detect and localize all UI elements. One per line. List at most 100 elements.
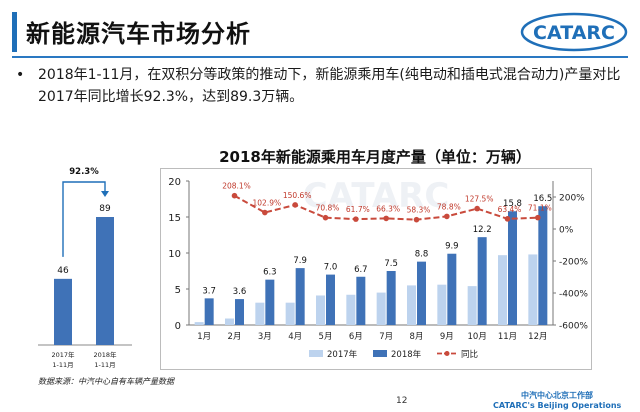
yoy-label-10月: 127.5% bbox=[465, 195, 494, 204]
bar-2018-label-2月: 3.6 bbox=[233, 287, 247, 297]
yoy-label-9月: 78.8% bbox=[437, 202, 461, 211]
header-divider bbox=[12, 56, 628, 58]
x-label-9月: 9月 bbox=[440, 332, 454, 342]
bar-2018-label-6月: 6.7 bbox=[354, 265, 368, 275]
left-tick-label-0: 0 bbox=[175, 321, 181, 332]
data-source: 数据来源：中汽中心自有车辆产量数据 bbox=[38, 377, 174, 386]
bar-2018-6月 bbox=[356, 276, 366, 325]
bar-2017-8月 bbox=[407, 285, 416, 325]
bar-2018-label-12月: 16.5 bbox=[533, 194, 552, 204]
bar-2018-label-1月: 3.7 bbox=[202, 286, 216, 296]
yoy-point-6月 bbox=[353, 216, 359, 222]
bar-2018-label-5月: 7.0 bbox=[324, 263, 338, 273]
right-tick-label-3: 0% bbox=[559, 226, 574, 236]
ytd-comparison-chart: 46 2017年 1-11月 89 2018年 1-11月 92.3% bbox=[38, 167, 132, 369]
yoy-point-10月 bbox=[474, 205, 480, 212]
page-number: 12 bbox=[396, 396, 408, 406]
yoy-label-4月: 150.6% bbox=[283, 191, 312, 200]
bar-2017-1月 bbox=[194, 322, 204, 325]
bar-2018-11月 bbox=[508, 211, 517, 325]
bar-2018-label-7月: 7.5 bbox=[384, 259, 398, 269]
bar-2018-1月 bbox=[204, 298, 214, 325]
yoy-point-7月 bbox=[383, 215, 389, 222]
bar-2017-10月 bbox=[467, 286, 477, 325]
bar-2017-6月 bbox=[346, 294, 356, 325]
legend-swatch-2018 bbox=[373, 350, 387, 357]
right-tick-label-1: -400% bbox=[559, 290, 588, 300]
bar-2017-12月 bbox=[528, 254, 538, 325]
monthly-production-chart: CATARC 0 5 10 15 20 -600% -400% -200% 0% 200% 3.7 3.… bbox=[168, 176, 588, 360]
bar-2017-5月 bbox=[316, 295, 325, 325]
left-bar-label-0: 46 bbox=[57, 266, 69, 276]
x-label-6月: 6月 bbox=[349, 332, 363, 342]
left-bar-label-1: 89 bbox=[99, 204, 111, 214]
bar-2018-4月 bbox=[295, 268, 305, 325]
bar-2017-7月 bbox=[376, 292, 386, 325]
legend-marker-yoy bbox=[444, 351, 450, 356]
bar-2018-7月 bbox=[386, 271, 396, 325]
left-bar-0 bbox=[54, 278, 72, 345]
bar-2017-9月 bbox=[437, 284, 447, 325]
growth-connector bbox=[62, 181, 106, 257]
bar-2018-label-9月: 9.9 bbox=[445, 242, 459, 252]
bar-2018-9月 bbox=[447, 253, 457, 325]
yoy-point-9月 bbox=[444, 213, 450, 220]
bar-2018-label-10月: 12.2 bbox=[473, 225, 492, 235]
bullet-line-2: 2017年同比增长92.3%，达到89.3万辆。 bbox=[38, 89, 304, 105]
bar-2018-3月 bbox=[265, 279, 275, 325]
bar-2017-3月 bbox=[255, 302, 265, 325]
growth-arrowhead bbox=[101, 191, 109, 197]
watermark-logo-text: CATARC bbox=[303, 176, 450, 216]
yoy-label-12月: 71.1% bbox=[528, 204, 552, 213]
x-label-5月: 5月 bbox=[319, 332, 333, 342]
bar-2018-label-3月: 6.3 bbox=[263, 268, 277, 278]
right-tick-label-4: 200% bbox=[559, 194, 585, 204]
left-category-label-1-0: 2018年 bbox=[93, 350, 117, 359]
left-tick-label-1: 5 bbox=[175, 285, 181, 296]
yoy-point-11月 bbox=[504, 216, 511, 222]
bar-2018-5月 bbox=[326, 274, 335, 325]
footer-org-cn: 中汽中心北京工作部 bbox=[521, 391, 593, 400]
yoy-point-3月 bbox=[262, 209, 268, 216]
left-tick-label-4: 20 bbox=[168, 177, 181, 188]
chart-frame: CATARC 0 5 10 15 20 -600% -400% -200% 0% 200% 3.7 3.… bbox=[160, 168, 592, 370]
right-tick-label-2: -200% bbox=[559, 258, 588, 268]
footer-org-en: CATARC's Beijing Operations bbox=[493, 401, 622, 410]
title-accent-bar bbox=[12, 12, 17, 52]
logo-text: CATARC bbox=[533, 22, 615, 44]
x-label-7月: 7月 bbox=[379, 332, 393, 342]
x-label-2月: 2月 bbox=[228, 332, 242, 342]
left-category-label-0-1: 1-11月 bbox=[52, 361, 73, 369]
left-tick-label-3: 15 bbox=[168, 213, 181, 224]
bar-2018-label-11月: 15.8 bbox=[503, 199, 522, 209]
yoy-point-8月 bbox=[413, 216, 420, 223]
x-label-12月: 12月 bbox=[528, 332, 547, 342]
x-label-11月: 11月 bbox=[498, 332, 517, 342]
growth-label: 92.3% bbox=[69, 167, 99, 177]
bar-2018-8月 bbox=[417, 261, 426, 325]
yoy-label-3月: 102.9% bbox=[253, 199, 282, 208]
yoy-line bbox=[234, 194, 538, 221]
bar-2018-label-4月: 7.9 bbox=[293, 256, 307, 266]
left-bar-1 bbox=[96, 217, 114, 345]
bar-2017-11月 bbox=[498, 255, 507, 325]
left-category-label-1-1: 1-11月 bbox=[94, 361, 115, 369]
legend-label-2018: 2018年 bbox=[391, 349, 422, 360]
yoy-label-5月: 70.8% bbox=[316, 204, 340, 213]
yoy-label-6月: 61.7% bbox=[346, 205, 370, 214]
right-tick-label-0: -600% bbox=[559, 322, 588, 332]
x-label-8月: 8月 bbox=[410, 332, 424, 342]
legend-label-yoy: 同比 bbox=[461, 349, 478, 360]
bar-2018-label-8月: 8.8 bbox=[415, 250, 429, 260]
left-tick-label-2: 10 bbox=[168, 249, 181, 260]
yoy-label-8月: 58.3% bbox=[407, 206, 431, 215]
catarc-logo: CATARC bbox=[520, 12, 628, 52]
page-title: 新能源汽车市场分析 bbox=[26, 20, 251, 48]
x-label-3月: 3月 bbox=[258, 332, 272, 342]
yoy-point-5月 bbox=[322, 214, 329, 221]
bullet-dot: • bbox=[16, 67, 25, 83]
bar-2018-12月 bbox=[538, 206, 548, 325]
bar-2017-4月 bbox=[285, 302, 295, 325]
x-label-1月: 1月 bbox=[197, 332, 211, 342]
yoy-label-7月: 66.3% bbox=[376, 204, 400, 213]
